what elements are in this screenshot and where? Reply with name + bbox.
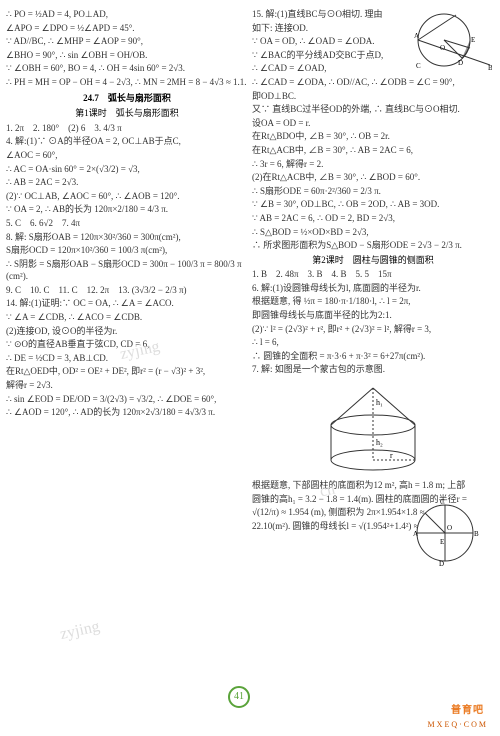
text-line: (2)在Rt△ACB中, ∠B = 30°, ∴ ∠BOD = 60°. xyxy=(252,171,494,184)
text-line: 即OD⊥BC. xyxy=(252,90,494,103)
circle-diagram-1: A B C D O E xyxy=(410,498,480,568)
text-line: 根据题意, 得 ½π = 180·π·1/180·l, ∴ l = 2π, xyxy=(252,295,494,308)
answers-line: 1. B 2. 48π 3. B 4. B 5. 5 15π xyxy=(252,268,494,281)
svg-text:C: C xyxy=(440,498,445,506)
svg-text:h₁: h₁ xyxy=(376,398,383,407)
text-line: ∵ ∠A = ∠CDB, ∴ ∠ACO = ∠CDB. xyxy=(6,311,248,324)
text-line: (2)连接OD, 设⊙O的半径为r. xyxy=(6,325,248,338)
text-line: 解得r = 2√3. xyxy=(6,379,248,392)
text-line: (2)∵ l² = (2√3)² + r², 即r² + (2√3)² = l²… xyxy=(252,323,494,336)
text-line: ∴ 3r = 6, 解得r = 2. xyxy=(252,158,494,171)
svg-text:h₂: h₂ xyxy=(376,438,383,447)
text-line: 14. 解:(1)证明:∵ OC = OA, ∴ ∠A = ∠ACO. xyxy=(6,297,248,310)
text-line: ∴ PH = MH = OP − OH = 4 − 2√3, ∴ MN = 2M… xyxy=(6,76,248,89)
text-line: 4. 解:(1)∵ ⊙A的半径OA = 2, OC⊥AB于点C, xyxy=(6,135,248,148)
text-line: S扇形OCD = 120π×10²/360 = 100/3 π(cm²), xyxy=(6,244,248,257)
text-line: 设OA = OD = r. xyxy=(252,117,494,130)
svg-text:D: D xyxy=(458,59,463,67)
text-line: 8. 解: S扇形OAB = 120π×30²/360 = 300π(cm²), xyxy=(6,231,248,244)
answers-line: 1. 2π 2. 180° (2) 6 3. 4/3 π xyxy=(6,122,248,135)
text-line: ∴ PO = ½AD = 4, PO⊥AD, xyxy=(6,8,248,21)
text-line: ∵ AD//BC, ∴ ∠MHP = ∠AOP = 90°, xyxy=(6,35,248,48)
text-line: ∴ AC = OA·sin 60° = 2×(√3/2) = √3, xyxy=(6,163,248,176)
svg-text:r: r xyxy=(390,451,393,460)
text-line: ∴ l = 6, xyxy=(252,336,494,349)
svg-text:E: E xyxy=(440,538,444,546)
text-line: ∴ S扇形ODE = 60π·2²/360 = 2/3 π. xyxy=(252,185,494,198)
text-line: ∴ 所求图形面积为S△BOD − S扇形ODE = 2√3 − 2/3 π. xyxy=(252,239,494,252)
text-line: ∴ ∠CAD = ∠ODA, ∴ OD//AC, ∴ ∠ODB = ∠C = 9… xyxy=(252,76,494,89)
svg-text:A: A xyxy=(414,32,419,40)
svg-text:O: O xyxy=(440,44,445,52)
text-line: ∴ 圆锥的全面积 = π·3·6 + π·3² = 6+27π(cm²). xyxy=(252,350,494,363)
circle-diagram-2: A B C D O E xyxy=(414,10,492,75)
text-line: ∴ ∠AOD = 120°, ∴ AD的长为 120π×2√3/180 = 4√… xyxy=(6,406,248,419)
text-line: ∠BHO = 90°, ∴ sin ∠OBH = OH/OB. xyxy=(6,49,248,62)
text-line: (2)∵ OC⊥AB, ∠AOC = 60°, ∴ ∠AOB = 120°. xyxy=(6,190,248,203)
lesson-title: 第2课时 圆柱与圆锥的侧面积 xyxy=(252,254,494,267)
lesson-title: 第1课时 弧长与扇形面积 xyxy=(6,107,248,120)
page-number: 41 xyxy=(228,686,250,708)
watermark: 普育吧 xyxy=(451,704,484,718)
text-line: 又∵ 直线BC过半径OD的外端, ∴ 直线BC与⊙O相切. xyxy=(252,103,494,116)
text-line: ∠AOC = 60°, xyxy=(6,149,248,162)
text-line: ∴ DE = ½CD = 3, AB⊥CD. xyxy=(6,352,248,365)
faint-watermark: zyjing xyxy=(58,616,102,646)
text-line: ∴ sin ∠EOD = DE/OD = 3/(2√3) = √3/2, ∴ ∠… xyxy=(6,393,248,406)
text-line: 在Rt△OED中, OD² = OE² + DE², 即r² = (r − √3… xyxy=(6,365,248,378)
answers-line: 9. C 10. C 11. C 12. 2π 13. (3√3/2 − 2/3… xyxy=(6,284,248,297)
text-line: 根据题意, 下部圆柱的底面积为12 m², 高h = 1.8 m; 上部 xyxy=(252,479,494,492)
text-line: ∠APO = ∠DPO = ½∠APD = 45°. xyxy=(6,22,248,35)
text-line: ∴ S△BOD = ½×OD×BD = 2√3, xyxy=(252,226,494,239)
text-line: ∵ AB = 2AC = 6, ∴ OD = 2, BD = 2√3, xyxy=(252,212,494,225)
text-line: ∵ ∠B = 30°, OD⊥BC, ∴ OB = 2OD, ∴ AB = 3O… xyxy=(252,198,494,211)
svg-text:A: A xyxy=(413,530,418,538)
text-line: ∵ OA = 2, ∴ AB的长为 120π×2/180 = 4/3 π. xyxy=(6,203,248,216)
watermark-url: MXEQ·COM xyxy=(428,719,488,730)
text-line: 在Rt△ACB中, ∠B = 30°, ∴ AB = 2AC = 6, xyxy=(252,144,494,157)
text-line: ∴ AB = 2AC = 2√3. xyxy=(6,176,248,189)
yurt-diagram: h₁ h₂ r xyxy=(318,380,428,475)
svg-text:C: C xyxy=(416,62,421,70)
text-line: 6. 解:(1)设圆锥母线长为l, 底面圆的半径为r. xyxy=(252,282,494,295)
text-line: 在Rt△BDO中, ∠B = 30°, ∴ OB = 2r. xyxy=(252,130,494,143)
answers-line: 5. C 6. 6√2 7. 4π xyxy=(6,217,248,230)
svg-text:O: O xyxy=(447,524,452,532)
right-column: 15. 解:(1)直线BC与⊙O相切. 理由 如下: 连接OD. ∵ OA = … xyxy=(252,8,494,533)
text-line: 即圆锥母线长与底面半径的比为2:1. xyxy=(252,309,494,322)
svg-text:B: B xyxy=(474,530,479,538)
left-column: ∴ PO = ½AD = 4, PO⊥AD, ∠APO = ∠DPO = ½∠A… xyxy=(6,8,248,533)
text-line: 7. 解: 如图是一个蒙古包的示意图. xyxy=(252,363,494,376)
svg-text:E: E xyxy=(471,36,475,44)
text-line: ∵ ∠OBH = 60°, BO = 4, ∴ OH = 4sin 60° = … xyxy=(6,62,248,75)
svg-text:D: D xyxy=(439,560,444,568)
text-line: ∴ S阴影 = S扇形OAB − S扇形OCD = 300π − 100/3 π… xyxy=(6,258,248,283)
section-title: 24.7 弧长与扇形面积 xyxy=(6,92,248,105)
text-line: ∵ ⊙O的直径AB垂直于弦CD, CD = 6, xyxy=(6,338,248,351)
svg-text:B: B xyxy=(488,64,492,72)
